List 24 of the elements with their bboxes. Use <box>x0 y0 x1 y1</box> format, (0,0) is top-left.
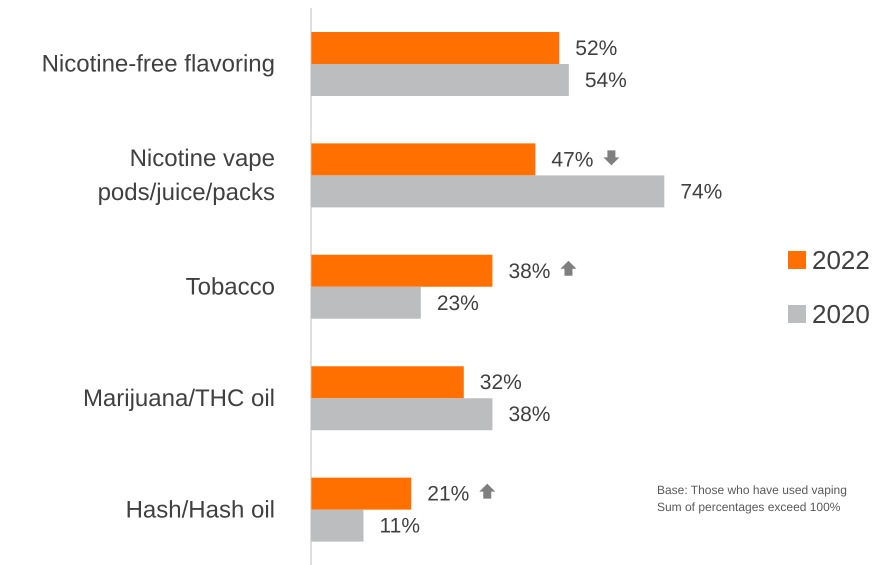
data-label: 47% <box>551 148 594 172</box>
legend-label: 2022 <box>812 244 870 276</box>
data-label: 23% <box>436 292 479 315</box>
data-label: 74% <box>680 180 722 204</box>
y-tick-label: Nicotine-free flavoring <box>42 50 275 78</box>
y-tick-label: Nicotine vape pods/juice/packs <box>98 145 275 206</box>
data-label: 54% <box>584 69 627 92</box>
data-label: 21% <box>427 482 470 506</box>
data-label: 38% <box>508 403 550 426</box>
legend-label: 2020 <box>812 298 870 330</box>
data-label: 11% <box>380 514 420 538</box>
data-label: 38% <box>508 260 550 283</box>
annotation: Sum of percentages exceed 100% <box>657 499 842 516</box>
bar <box>311 143 536 176</box>
bar <box>311 366 464 398</box>
annotation: Base: Those who have used vaping <box>657 482 847 499</box>
bar <box>311 254 492 287</box>
y-tick-label: Marijuana/THC oil <box>82 384 275 412</box>
bar <box>311 32 560 64</box>
data-label: 32% <box>480 371 522 394</box>
y-tick-label: Hash/Hash oil <box>126 496 275 524</box>
y-tick-label: Tobacco <box>186 274 275 300</box>
bar <box>311 478 412 510</box>
data-label: 52% <box>575 37 618 60</box>
